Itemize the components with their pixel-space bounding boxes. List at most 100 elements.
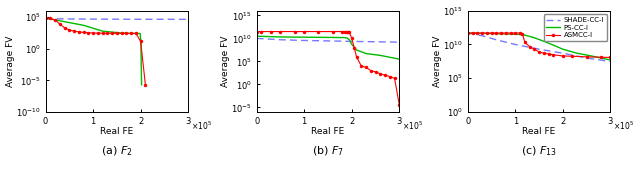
X-axis label: Real FE: Real FE [311,127,344,136]
ASMCC-I [343,30,351,33]
ASMCC-I [559,55,567,57]
PS-CC-I [531,37,538,39]
ASMCC-I [483,32,491,34]
ASMCC-I [478,32,486,34]
PS-CC-I [339,37,346,39]
X-axis label: Real FE: Real FE [522,127,556,136]
ASMCC-I [597,56,605,58]
ASMCC-I [367,70,374,72]
ASMCC-I [315,30,323,33]
PS-CC-I [521,34,529,36]
ASMCC-I [535,51,543,53]
Text: (a) $F_2$: (a) $F_2$ [101,144,132,158]
ASMCC-I [94,32,102,34]
PS-CC-I [136,33,144,35]
ASMCC-I [329,30,337,33]
ASMCC-I [141,84,149,86]
ASMCC-I [47,17,54,19]
SHADE-CC-I [42,18,49,20]
Line: PS-CC-I: PS-CC-I [257,36,399,59]
Line: PS-CC-I: PS-CC-I [468,33,611,60]
PS-CC-I [607,59,614,61]
Text: $\times 10^5$: $\times 10^5$ [613,120,634,132]
SHADE-CC-I [56,18,63,20]
PS-CC-I [42,17,49,19]
ASMCC-I [376,73,384,75]
PS-CC-I [346,39,353,41]
SHADE-CC-I [137,18,145,20]
Legend: SHADE-CC-I, PS-CC-I, ASMCC-I: SHADE-CC-I, PS-CC-I, ASMCC-I [543,14,607,41]
PS-CC-I [80,24,88,26]
ASMCC-I [502,32,509,34]
PS-CC-I [343,37,351,39]
ASMCC-I [340,30,348,33]
Line: SHADE-CC-I: SHADE-CC-I [468,33,611,62]
SHADE-CC-I [184,18,192,20]
Y-axis label: Average FV: Average FV [6,36,15,87]
PS-CC-I [464,32,472,34]
PS-CC-I [588,55,595,57]
SHADE-CC-I [324,40,332,42]
SHADE-CC-I [535,48,543,50]
ASMCC-I [132,32,140,34]
ASMCC-I [511,32,519,34]
ASMCC-I [118,32,125,34]
ASMCC-I [339,30,346,33]
ASMCC-I [492,32,500,34]
PS-CC-I [540,40,548,42]
Text: (b) $F_7$: (b) $F_7$ [312,144,344,158]
ASMCC-I [122,32,130,34]
SHADE-CC-I [348,40,356,42]
ASMCC-I [521,41,529,44]
ASMCC-I [300,30,308,33]
ASMCC-I [464,32,472,34]
ASMCC-I [276,30,284,33]
ASMCC-I [381,74,389,76]
ASMCC-I [70,30,78,32]
ASMCC-I [353,56,360,58]
PS-CC-I [348,43,356,45]
SHADE-CC-I [396,41,403,43]
PS-CC-I [99,30,106,32]
PS-CC-I [507,33,515,35]
SHADE-CC-I [253,37,260,39]
ASMCC-I [113,32,121,34]
PS-CC-I [136,32,143,34]
ASMCC-I [344,31,352,33]
ASMCC-I [545,53,552,55]
ASMCC-I [357,65,365,67]
ASMCC-I [396,104,403,106]
SHADE-CC-I [70,18,78,20]
ASMCC-I [267,30,275,33]
SHADE-CC-I [478,35,486,37]
Y-axis label: Average FV: Average FV [433,36,442,87]
ASMCC-I [362,66,370,68]
ASMCC-I [583,56,591,58]
PS-CC-I [132,32,140,34]
SHADE-CC-I [492,39,500,41]
SHADE-CC-I [113,18,121,20]
ASMCC-I [61,27,68,29]
ASMCC-I [75,31,83,33]
SHADE-CC-I [511,44,519,46]
ASMCC-I [468,32,476,34]
ASMCC-I [84,32,92,34]
SHADE-CC-I [559,52,567,54]
ASMCC-I [253,30,260,33]
SHADE-CC-I [607,61,614,63]
Text: $\times 10^5$: $\times 10^5$ [191,120,212,132]
PS-CC-I [276,36,284,38]
PS-CC-I [324,36,332,38]
SHADE-CC-I [89,18,97,20]
ASMCC-I [89,32,97,34]
PS-CC-I [253,35,260,37]
ASMCC-I [497,32,505,34]
Text: $\times 10^5$: $\times 10^5$ [402,120,423,132]
PS-CC-I [353,49,360,51]
X-axis label: Real FE: Real FE [100,127,134,136]
ASMCC-I [127,32,135,34]
ASMCC-I [42,17,49,19]
ASMCC-I [99,32,106,34]
ASMCC-I [488,32,495,34]
PS-CC-I [516,33,524,35]
